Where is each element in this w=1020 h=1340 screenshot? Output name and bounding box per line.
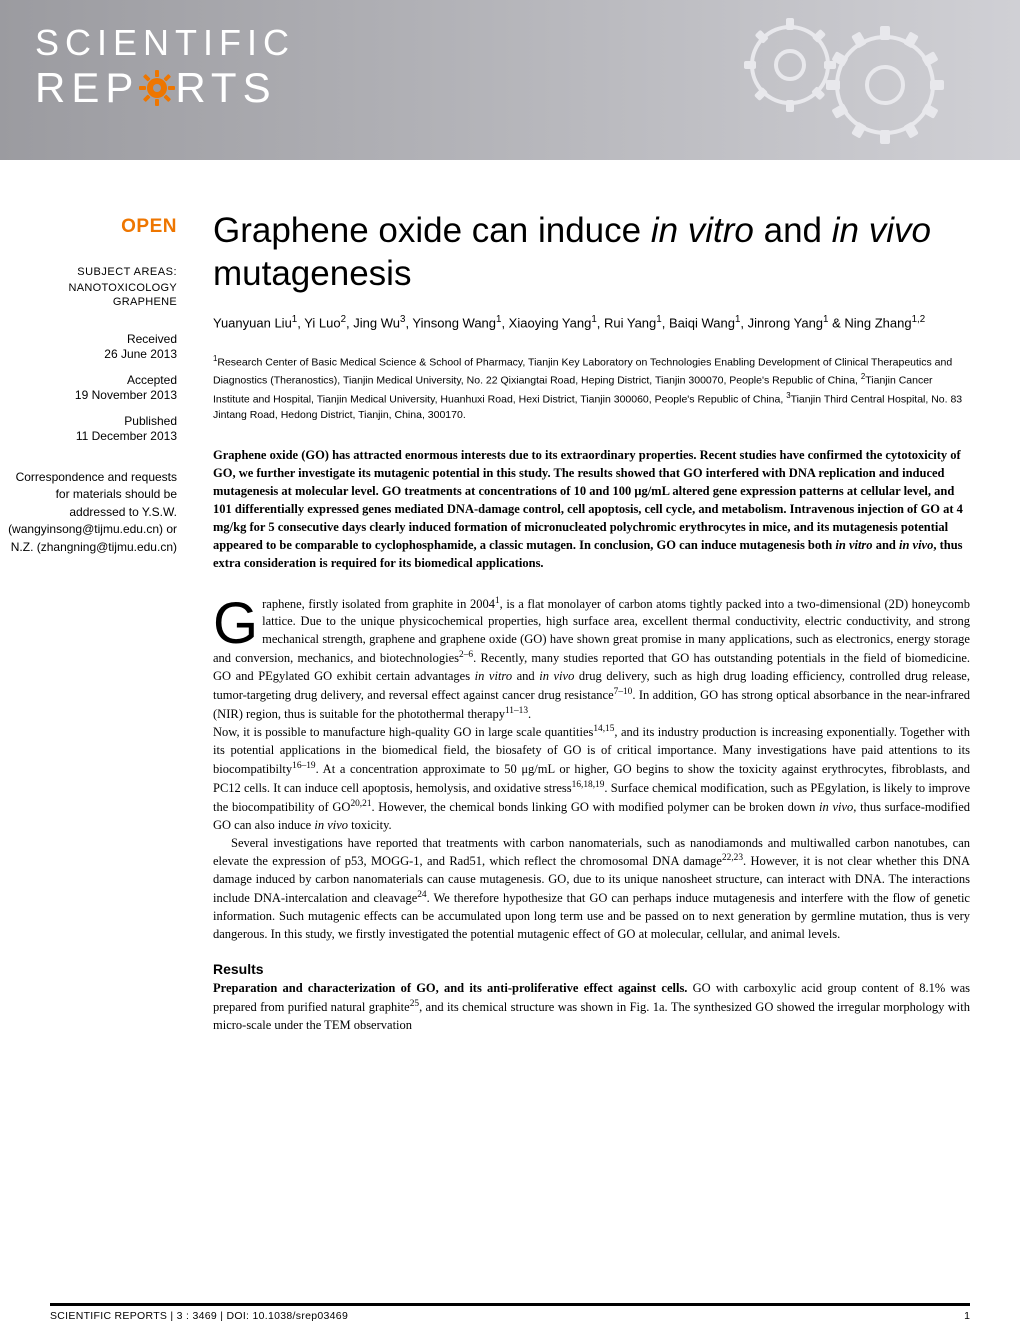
intro-paragraph-1: G raphene, firstly isolated from graphit… (213, 595, 970, 724)
page-footer: SCIENTIFIC REPORTS | 3 : 3469 | DOI: 10.… (50, 1303, 970, 1322)
subject-area-item: GRAPHENE (0, 296, 177, 308)
dropcap-letter: G (213, 599, 258, 648)
journal-header-band: SCIENTIFIC REP (0, 0, 1020, 160)
logo-line-scientific: SCIENTIFIC (35, 22, 295, 64)
para1-text: raphene, firstly isolated from graphite … (213, 597, 970, 721)
logo-text-rep: REP (35, 64, 139, 112)
article-main: Graphene oxide can induce in vitro and i… (195, 210, 970, 1035)
open-access-badge: OPEN (0, 216, 177, 238)
received-date: 26 June 2013 (0, 347, 177, 361)
article-sidebar: OPEN SUBJECT AREAS: NANOTOXICOLOGY GRAPH… (0, 210, 195, 1035)
intro-paragraph-2: Now, it is possible to manufacture high-… (213, 723, 970, 834)
subject-areas-heading: SUBJECT AREAS: (0, 266, 177, 278)
received-label: Received (0, 332, 177, 346)
page-content: OPEN SUBJECT AREAS: NANOTOXICOLOGY GRAPH… (0, 160, 1020, 1035)
header-decoration-gears (720, 10, 980, 155)
logo-text-rts: RTS (175, 64, 276, 112)
correspondence-block: Correspondence and requests for material… (0, 469, 177, 556)
article-abstract: Graphene oxide (GO) has attracted enormo… (213, 446, 970, 573)
published-block: Published 11 December 2013 (0, 414, 177, 443)
article-authors: Yuanyuan Liu1, Yi Luo2, Jing Wu3, Yinson… (213, 313, 970, 333)
accepted-label: Accepted (0, 373, 177, 387)
results-heading: Results (213, 961, 970, 977)
published-label: Published (0, 414, 177, 428)
journal-logo: SCIENTIFIC REP (35, 22, 295, 112)
article-title: Graphene oxide can induce in vitro and i… (213, 210, 970, 295)
gear-icon (137, 68, 177, 108)
accepted-date: 19 November 2013 (0, 388, 177, 402)
logo-line-reports: REP RTS (35, 64, 295, 112)
subject-area-item: NANOTOXICOLOGY (0, 282, 177, 294)
published-date: 11 December 2013 (0, 429, 177, 443)
article-affiliations: 1Research Center of Basic Medical Scienc… (213, 353, 970, 424)
footer-citation: SCIENTIFIC REPORTS | 3 : 3469 | DOI: 10.… (50, 1310, 348, 1322)
received-block: Received 26 June 2013 (0, 332, 177, 361)
footer-page-number: 1 (964, 1310, 970, 1322)
accepted-block: Accepted 19 November 2013 (0, 373, 177, 402)
results-paragraph: Preparation and characterization of GO, … (213, 980, 970, 1034)
intro-paragraph-3: Several investigations have reported tha… (213, 835, 970, 944)
